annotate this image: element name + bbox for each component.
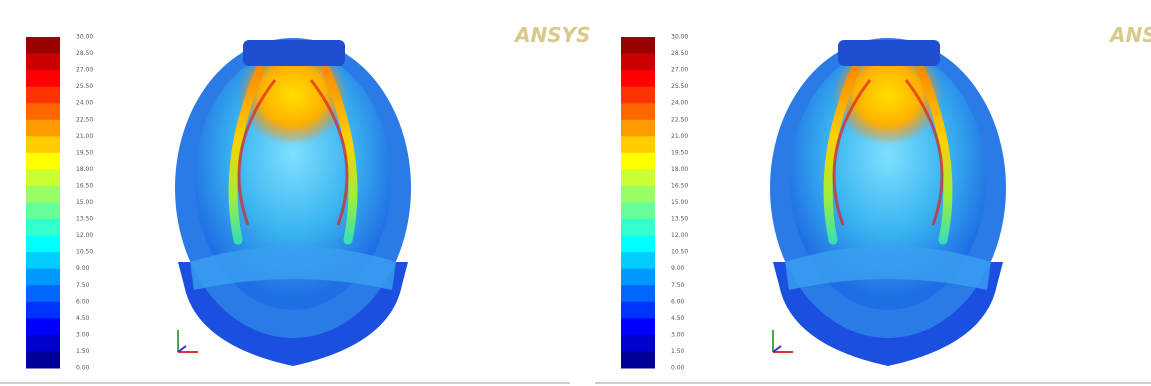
colorbar-label: 21.00 xyxy=(671,133,688,140)
colorbar-label: 9.00 xyxy=(76,265,90,272)
colorbar-label: 7.50 xyxy=(76,282,90,289)
colorbar-label: 25.50 xyxy=(76,83,93,90)
helmet-cap xyxy=(243,40,345,66)
screenshot: 30.00 28.50 27.00 25.50 24.00 22.50 21.00 19.50… xyxy=(0,0,1151,386)
colorbar-block xyxy=(26,120,60,137)
contour-panel: 30.00 28.50 27.00 25.50 24.00 22.50 21.00 19.50… xyxy=(595,23,1151,383)
colorbar-block xyxy=(621,186,655,203)
axis-triad xyxy=(773,330,793,352)
colorbar-block xyxy=(621,351,655,368)
colorbar-block xyxy=(26,87,60,104)
colorbar-block xyxy=(26,269,60,286)
colorbar-block xyxy=(621,136,655,153)
colorbar-label: 22.50 xyxy=(671,116,688,123)
colorbar-block xyxy=(26,236,60,253)
logo: ANSYS xyxy=(513,23,591,47)
colorbar-label: 12.00 xyxy=(671,232,688,239)
logo: ANSYS xyxy=(1108,23,1151,47)
colorbar-block xyxy=(26,136,60,153)
colorbar-label: 4.50 xyxy=(76,315,90,322)
colorbar-label: 0.00 xyxy=(671,365,685,372)
helmet-cap xyxy=(838,40,940,66)
colorbar-label: 21.00 xyxy=(76,133,93,140)
colorbar-block xyxy=(621,302,655,319)
colorbar-block xyxy=(621,203,655,220)
colorbar-block xyxy=(26,335,60,352)
colorbar-label: 28.50 xyxy=(671,50,688,57)
colorbar-block xyxy=(621,285,655,302)
colorbar-block xyxy=(26,169,60,186)
colorbar-label: 10.50 xyxy=(76,249,93,256)
colorbar-block xyxy=(26,70,60,87)
colorbar-block xyxy=(26,153,60,170)
colorbar-block xyxy=(621,335,655,352)
colorbar-block xyxy=(26,37,60,54)
colorbar-label: 6.00 xyxy=(671,298,685,305)
axis-triad xyxy=(178,330,198,352)
colorbar-block xyxy=(621,318,655,335)
colorbar-block xyxy=(26,285,60,302)
colorbar-block xyxy=(621,219,655,236)
colorbar-block xyxy=(621,103,655,120)
colorbar-block xyxy=(26,318,60,335)
colorbar-block xyxy=(26,186,60,203)
colorbar-label: 13.50 xyxy=(76,216,93,223)
colorbar-block xyxy=(26,351,60,368)
colorbar-block xyxy=(26,103,60,120)
colorbar-block xyxy=(621,269,655,286)
helmet-contour xyxy=(770,38,1006,366)
contour-panel: 30.00 28.50 27.00 25.50 24.00 22.50 21.00 19.50… xyxy=(0,23,591,383)
colorbar-label: 3.00 xyxy=(671,331,685,338)
colorbar-block xyxy=(621,169,655,186)
colorbar-label: 30.00 xyxy=(76,34,93,41)
colorbar xyxy=(621,37,655,369)
colorbar-label: 19.50 xyxy=(671,149,688,156)
colorbar-label: 1.50 xyxy=(671,348,685,355)
colorbar-label: 24.00 xyxy=(76,100,93,107)
helmet-contour xyxy=(175,38,411,366)
colorbar-label: 27.00 xyxy=(671,67,688,74)
colorbar-label: 1.50 xyxy=(76,348,90,355)
colorbar-block xyxy=(621,252,655,269)
colorbar-block xyxy=(621,120,655,137)
colorbar-label: 25.50 xyxy=(671,83,688,90)
colorbar-label: 9.00 xyxy=(671,265,685,272)
colorbar-label: 22.50 xyxy=(76,116,93,123)
colorbar-label: 16.50 xyxy=(671,182,688,189)
colorbar-label: 13.50 xyxy=(671,216,688,223)
colorbar-label: 18.00 xyxy=(76,166,93,173)
colorbar-block xyxy=(621,87,655,104)
colorbar-block xyxy=(621,54,655,71)
colorbar-block xyxy=(621,236,655,253)
colorbar xyxy=(26,37,60,369)
colorbar-block xyxy=(26,252,60,269)
colorbar-label: 19.50 xyxy=(76,149,93,156)
colorbar-label: 10.50 xyxy=(671,249,688,256)
colorbar-label: 18.00 xyxy=(671,166,688,173)
colorbar-label: 12.00 xyxy=(76,232,93,239)
colorbar-block xyxy=(621,70,655,87)
colorbar-block xyxy=(26,302,60,319)
colorbar-label: 0.00 xyxy=(76,365,90,372)
colorbar-label: 15.00 xyxy=(671,199,688,206)
colorbar-label: 27.00 xyxy=(76,67,93,74)
colorbar-label: 30.00 xyxy=(671,34,688,41)
colorbar-label: 7.50 xyxy=(671,282,685,289)
colorbar-block xyxy=(26,219,60,236)
colorbar-label: 15.00 xyxy=(76,199,93,206)
colorbar-label: 24.00 xyxy=(671,100,688,107)
colorbar-block xyxy=(26,54,60,71)
colorbar-label: 28.50 xyxy=(76,50,93,57)
colorbar-label: 4.50 xyxy=(671,315,685,322)
colorbar-block xyxy=(621,37,655,54)
colorbar-block xyxy=(621,153,655,170)
colorbar-block xyxy=(26,203,60,220)
colorbar-label: 16.50 xyxy=(76,182,93,189)
colorbar-label: 3.00 xyxy=(76,331,90,338)
colorbar-label: 6.00 xyxy=(76,298,90,305)
